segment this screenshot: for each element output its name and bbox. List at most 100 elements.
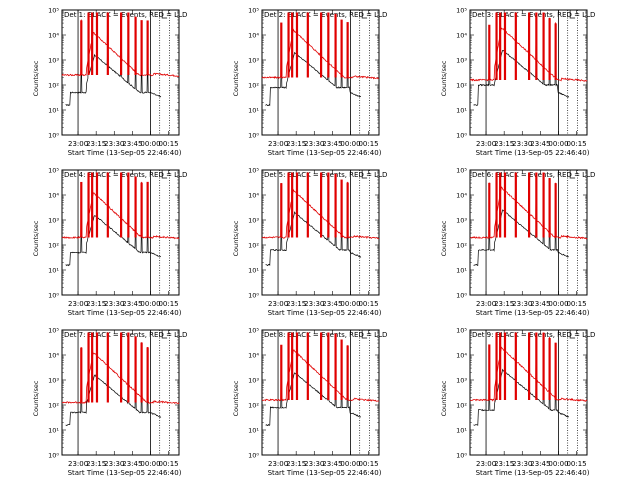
- y-tick-label: 10²: [48, 242, 59, 250]
- x-tick-label: 23:00: [68, 460, 88, 468]
- x-tick-label: 23:15: [494, 460, 514, 468]
- x-tick-label: 23:30: [512, 460, 532, 468]
- y-tick-label: 10¹: [48, 107, 59, 115]
- y-tick-label: 10²: [48, 402, 59, 410]
- x-tick-label: 23:45: [322, 140, 342, 148]
- plot-frame: [61, 9, 180, 136]
- y-axis-label: Counts/sec: [440, 380, 448, 416]
- x-tick-label: 00:00: [548, 300, 568, 308]
- y-tick-label: 10¹: [456, 427, 467, 435]
- y-axis-label: Counts/sec: [32, 60, 40, 96]
- x-axis-label: Start Time (13-Sep-05 22:46:40): [476, 309, 590, 317]
- plot-frame: [469, 329, 588, 456]
- y-tick-label: 10³: [456, 57, 467, 65]
- y-tick-label: 10⁵: [456, 167, 467, 175]
- panel-det-4: Det 4: BLACK = Events, RED = LLD 10⁰ 10¹ 10…: [32, 167, 187, 318]
- plot-frame: [61, 329, 180, 456]
- y-tick-label: 10⁰: [456, 132, 467, 140]
- x-tick-label: 23:15: [86, 140, 106, 148]
- x-tick-label: 23:30: [104, 300, 124, 308]
- y-tick-label: 10¹: [456, 107, 467, 115]
- y-axis-label: Counts/sec: [440, 220, 448, 256]
- y-tick-label: 10⁴: [48, 192, 59, 200]
- panel-title: Det 3: BLACK = Events, RED = LLD: [472, 11, 595, 19]
- x-tick-label: 00:15: [358, 300, 378, 308]
- saa-bracket: [569, 330, 576, 339]
- saa-bracket: [569, 170, 576, 179]
- panel-det-6: Det 6: BLACK = Events, RED = LLD 10⁰ 10¹ 10…: [440, 167, 595, 318]
- x-tick-label: 00:15: [158, 300, 178, 308]
- x-tick-label: 23:15: [286, 300, 306, 308]
- y-tick-label: 10⁰: [456, 452, 467, 460]
- x-tick-label: 23:15: [494, 140, 514, 148]
- x-tick-label: 23:45: [322, 300, 342, 308]
- x-tick-label: 00:15: [566, 140, 586, 148]
- y-axis-label: Counts/sec: [232, 380, 240, 416]
- y-axis-label: Counts/sec: [232, 220, 240, 256]
- y-tick-label: 10⁰: [248, 132, 259, 140]
- x-tick-label: 00:00: [340, 460, 360, 468]
- y-tick-label: 10¹: [248, 267, 259, 275]
- x-axis-label: Start Time (13-Sep-05 22:46:40): [68, 309, 182, 317]
- panel-title: Det 4: BLACK = Events, RED = LLD: [64, 171, 187, 179]
- panel-title: Det 2: BLACK = Events, RED = LLD: [264, 11, 387, 19]
- saa-bracket: [569, 10, 576, 19]
- x-tick-label: 00:15: [158, 460, 178, 468]
- y-tick-label: 10²: [248, 82, 259, 90]
- panel-det-8: Det 8: BLACK = Events, RED = LLD 10⁰ 10¹ 10…: [232, 327, 387, 478]
- x-tick-label: 00:15: [158, 140, 178, 148]
- y-tick-label: 10³: [456, 217, 467, 225]
- x-tick-label: 23:00: [268, 460, 288, 468]
- y-tick-label: 10³: [248, 377, 259, 385]
- y-tick-label: 10⁴: [48, 352, 59, 360]
- plot-frame: [261, 9, 380, 136]
- x-tick-label: 23:30: [304, 300, 324, 308]
- y-tick-label: 10³: [248, 57, 259, 65]
- y-tick-label: 10⁵: [48, 7, 59, 15]
- y-tick-label: 10¹: [48, 427, 59, 435]
- panel-det-1: Det 1: BLACK = Events, RED = LLD 10⁰ 10¹ 10…: [32, 7, 187, 158]
- x-tick-label: 23:00: [268, 140, 288, 148]
- saa-bracket: [161, 330, 168, 339]
- x-tick-label: 00:15: [566, 300, 586, 308]
- x-tick-label: 23:00: [268, 300, 288, 308]
- saa-bracket: [361, 330, 368, 339]
- y-tick-label: 10²: [456, 82, 467, 90]
- x-tick-label: 23:00: [476, 140, 496, 148]
- x-tick-label: 23:30: [104, 140, 124, 148]
- y-tick-label: 10⁵: [248, 7, 259, 15]
- panel-title: Det 5: BLACK = Events, RED = LLD: [264, 171, 387, 179]
- y-tick-label: 10³: [456, 377, 467, 385]
- x-tick-label: 00:00: [140, 460, 160, 468]
- panel-det-7: Det 7: BLACK = Events, RED = LLD 10⁰ 10¹ 10…: [32, 327, 187, 478]
- y-tick-label: 10²: [248, 242, 259, 250]
- y-tick-label: 10³: [48, 57, 59, 65]
- y-tick-label: 10⁵: [248, 327, 259, 335]
- x-tick-label: 23:45: [322, 460, 342, 468]
- y-tick-label: 10⁰: [248, 292, 259, 300]
- x-axis-label: Start Time (13-Sep-05 22:46:40): [68, 149, 182, 157]
- plot-frame: [261, 329, 380, 456]
- y-tick-label: 10⁵: [48, 327, 59, 335]
- y-tick-label: 10¹: [456, 267, 467, 275]
- x-axis-label: Start Time (13-Sep-05 22:46:40): [476, 469, 590, 477]
- x-tick-label: 00:00: [548, 460, 568, 468]
- x-axis-label: Start Time (13-Sep-05 22:46:40): [476, 149, 590, 157]
- y-tick-label: 10¹: [248, 427, 259, 435]
- x-tick-label: 23:00: [68, 140, 88, 148]
- x-tick-label: 23:30: [512, 300, 532, 308]
- x-tick-label: 00:00: [140, 140, 160, 148]
- y-tick-label: 10²: [456, 242, 467, 250]
- x-tick-label: 23:45: [530, 140, 550, 148]
- plot-frame: [469, 169, 588, 296]
- y-tick-label: 10⁴: [456, 32, 467, 40]
- y-tick-label: 10⁵: [48, 167, 59, 175]
- x-tick-label: 00:00: [340, 140, 360, 148]
- x-tick-label: 00:00: [140, 300, 160, 308]
- panel-title: Det 7: BLACK = Events, RED = LLD: [64, 331, 187, 339]
- y-tick-label: 10³: [248, 217, 259, 225]
- plot-frame: [469, 9, 588, 136]
- saa-bracket: [161, 10, 168, 19]
- y-tick-label: 10²: [48, 82, 59, 90]
